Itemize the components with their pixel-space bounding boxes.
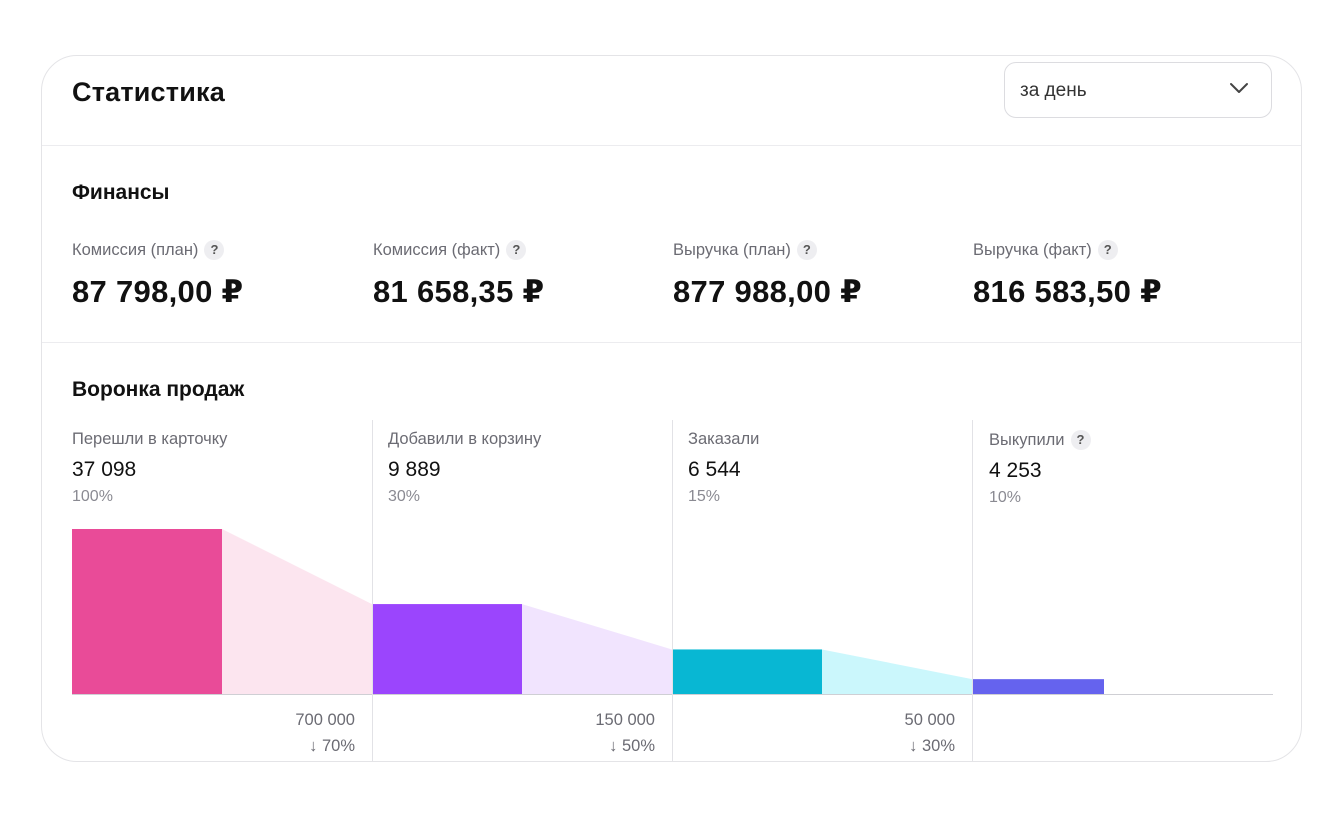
drop-count: 50 000 [904, 711, 955, 729]
funnel-title: Воронка продаж [72, 378, 245, 401]
help-icon[interactable]: ? [1070, 430, 1091, 450]
metric-commission-fact: Комиссия (факт)? 81 658,35 ₽ [373, 240, 544, 310]
metric-revenue-fact: Выручка (факт)? 816 583,50 ₽ [973, 240, 1162, 310]
metric-revenue-plan: Выручка (план)? 877 988,00 ₽ [673, 240, 862, 310]
funnel-bar-4 [972, 679, 1104, 694]
card-header: Статистика за день [42, 56, 1301, 146]
statistics-card: Статистика за день Финансы Комиссия (пла… [41, 55, 1302, 762]
metric-value: 816 583,50 ₽ [973, 274, 1162, 309]
chevron-down-icon [1230, 83, 1248, 93]
metric-commission-plan: Комиссия (план)? 87 798,00 ₽ [72, 240, 243, 310]
help-icon[interactable]: ? [506, 240, 527, 260]
drop-percent: ↓ 30% [909, 737, 955, 755]
help-icon[interactable]: ? [204, 240, 225, 260]
metric-label: Комиссия (план) [72, 240, 199, 259]
metric-label: Комиссия (факт) [373, 240, 501, 259]
stage-value: 37 098 [72, 458, 137, 481]
finance-title: Финансы [72, 181, 170, 204]
stage-value: 9 889 [388, 458, 441, 481]
drop-percent: ↓ 70% [309, 737, 355, 755]
stage-percent: 15% [688, 488, 721, 505]
drop-count: 700 000 [295, 711, 355, 729]
page-title: Статистика [72, 77, 225, 107]
funnel-transition-1 [222, 529, 372, 694]
funnel-drop-2: 150 000 ↓ 50% [505, 711, 655, 756]
stage-label: Заказали [688, 430, 760, 448]
metric-value: 87 798,00 ₽ [72, 274, 244, 309]
finance-section: Финансы Комиссия (план)? 87 798,00 ₽ Ком… [42, 145, 1301, 343]
metric-value: 81 658,35 ₽ [373, 274, 545, 309]
stage-value: 4 253 [989, 459, 1042, 482]
stage-percent: 30% [388, 488, 421, 505]
metric-value: 877 988,00 ₽ [673, 274, 862, 309]
drop-count: 150 000 [595, 711, 655, 729]
stage-value: 6 544 [688, 458, 741, 481]
stage-percent: 100% [72, 488, 113, 505]
stage-label: Перешли в карточку [72, 430, 228, 448]
funnel-bar-1 [72, 529, 222, 694]
funnel-drop-1: 700 000 ↓ 70% [205, 711, 355, 756]
metric-label: Выручка (план) [673, 240, 791, 259]
stage-label: Выкупили [989, 430, 1065, 449]
funnel-stage-ordered: Заказали 6 544 15% [688, 430, 759, 506]
help-icon[interactable]: ? [1097, 240, 1118, 260]
funnel-transition-2 [522, 604, 672, 694]
funnel-stage-viewed: Перешли в карточку 37 098 100% [72, 430, 227, 506]
drop-percent: ↓ 50% [609, 737, 655, 755]
stage-percent: 10% [989, 489, 1022, 506]
period-select[interactable]: за день [1004, 62, 1272, 118]
funnel-drop-3: 50 000 ↓ 30% [805, 711, 955, 756]
metric-label: Выручка (факт) [973, 240, 1092, 259]
sales-funnel-chart [72, 420, 1273, 761]
period-select-value: за день [1020, 80, 1087, 101]
help-icon[interactable]: ? [796, 240, 817, 260]
funnel-stage-bought: Выкупили? 4 253 10% [989, 430, 1091, 507]
funnel-bar-3 [672, 649, 822, 694]
funnel-transition-3 [822, 649, 972, 694]
stage-label: Добавили в корзину [388, 430, 542, 448]
funnel-bar-2 [372, 604, 522, 694]
funnel-stage-cart: Добавили в корзину 9 889 30% [388, 430, 541, 506]
